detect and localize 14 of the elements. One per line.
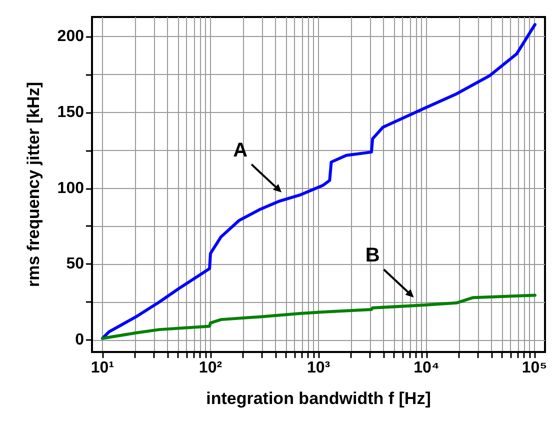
y-axis-title: rms frequency jitter [kHz] (24, 82, 43, 287)
x-tick-label: 10³ (306, 360, 330, 376)
y-tick-label: 50 (66, 256, 84, 273)
x-tick-label: 10¹ (90, 360, 114, 376)
y-tick-label: 100 (57, 180, 84, 197)
annotation: A (233, 139, 248, 162)
y-tick-label: 0 (75, 331, 84, 348)
x-tick-label: 10² (198, 360, 222, 376)
y-tick-label: 150 (57, 104, 84, 121)
y-tick-label: 200 (57, 28, 84, 46)
x-tick-label: 10⁵ (522, 360, 548, 376)
annotation: B (365, 244, 380, 266)
x-axis-title: integration bandwidth f [Hz] (206, 389, 431, 408)
x-tick-label: 10⁴ (414, 360, 440, 376)
